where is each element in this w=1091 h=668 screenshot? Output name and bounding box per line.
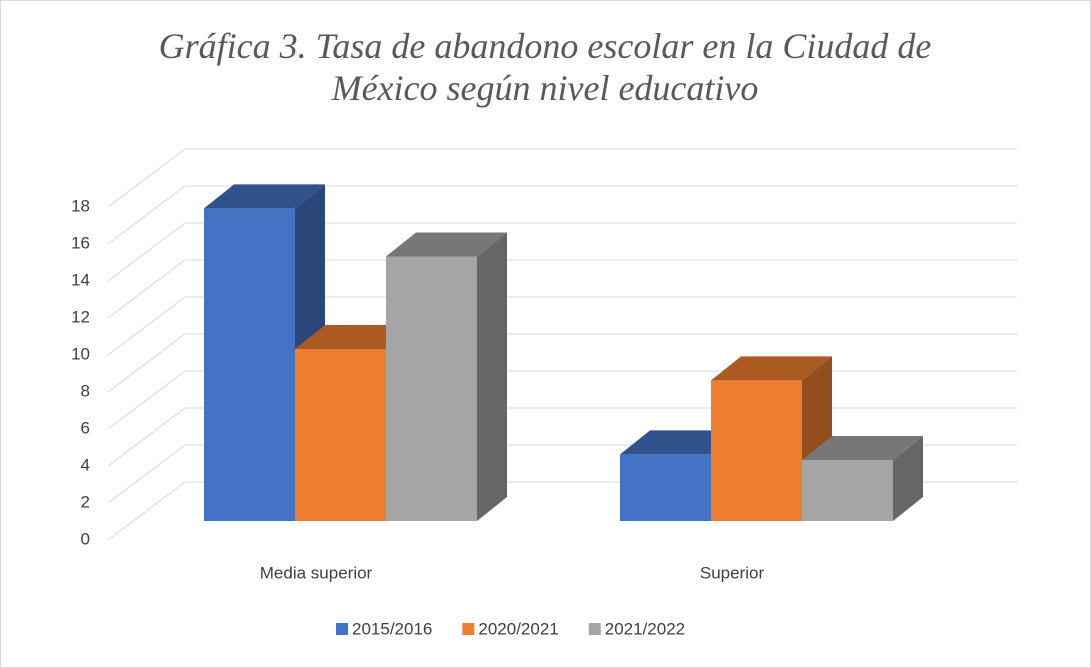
bar-top: [295, 324, 416, 349]
y-tick-label: 14: [71, 270, 90, 289]
y-tick-label: 16: [71, 233, 90, 252]
bar: [386, 256, 477, 521]
grid-line: [107, 481, 186, 541]
y-tick-label: 6: [81, 418, 90, 437]
grid-line: [107, 259, 186, 319]
bar-top: [802, 435, 923, 460]
y-tick-label: 0: [81, 529, 90, 548]
legend-swatch: [462, 623, 475, 635]
legend-label: 2021/2022: [605, 619, 685, 638]
bar: [204, 208, 295, 521]
grid-line: [107, 296, 186, 356]
grid-line: [107, 185, 186, 245]
legend-label: 2015/2016: [352, 619, 432, 638]
grid-line: [107, 222, 186, 282]
grid-line: [107, 444, 186, 504]
bar-top: [386, 232, 507, 257]
bar: [620, 454, 711, 521]
bar-side: [893, 435, 923, 521]
grid-line: [107, 333, 186, 393]
bar: [295, 348, 386, 521]
y-tick-label: 10: [71, 344, 90, 363]
bar-top: [204, 184, 325, 209]
x-tick-label: Media superior: [260, 563, 373, 582]
y-tick-label: 18: [71, 196, 90, 215]
legend-swatch: [336, 623, 348, 635]
bar: [802, 459, 893, 521]
bar: [711, 380, 802, 521]
y-tick-label: 2: [81, 492, 90, 511]
chart-title: Gráfica 3. Tasa de abandono escolar en l…: [159, 26, 932, 108]
grid-line: [107, 407, 186, 467]
bar-side: [477, 232, 507, 521]
grid-line: [107, 370, 186, 430]
x-tick-label: Superior: [700, 563, 765, 582]
bar-top: [711, 356, 832, 381]
y-tick-label: 8: [81, 381, 90, 400]
grid-line: [107, 148, 186, 208]
legend-label: 2020/2021: [478, 619, 558, 638]
y-tick-label: 12: [71, 307, 90, 326]
bar-top: [620, 430, 741, 455]
y-tick-label: 4: [81, 455, 90, 474]
legend-swatch: [588, 623, 601, 635]
